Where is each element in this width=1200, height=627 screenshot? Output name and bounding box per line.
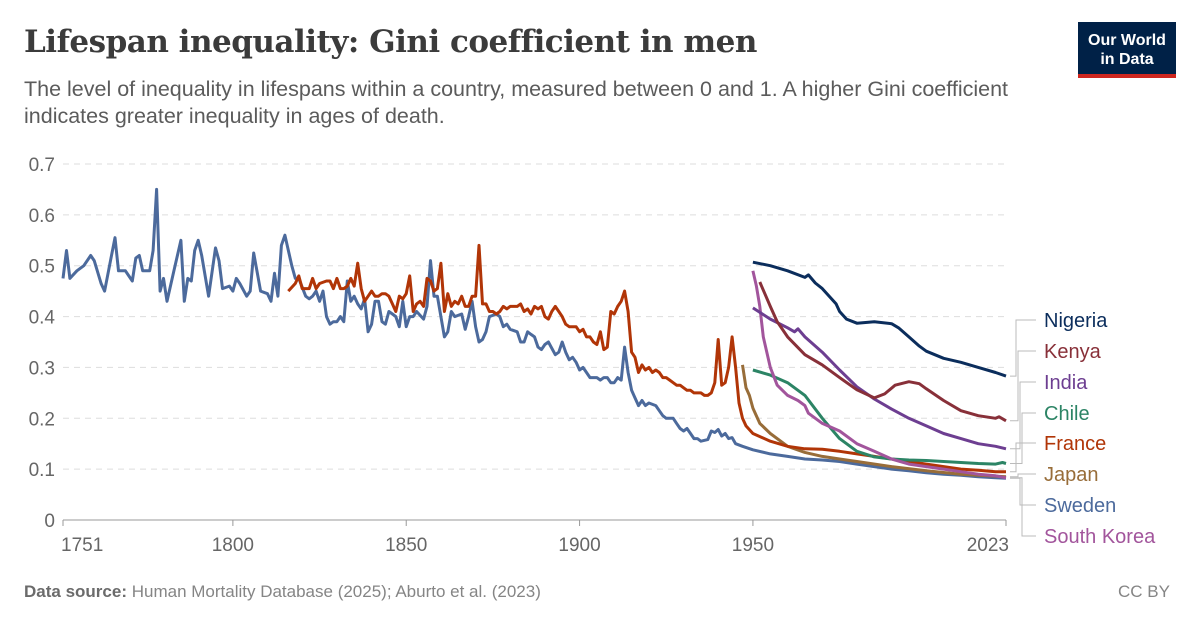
source-label: Data source: (24, 582, 127, 601)
y-tick-label: 0.3 (29, 358, 55, 379)
license-link[interactable]: CC BY (1118, 582, 1170, 601)
x-tick-label: 1751 (61, 535, 103, 556)
legend-label-kenya: Kenya (1044, 341, 1102, 363)
y-tick-label: 0.5 (29, 257, 55, 278)
y-tick-label: 0.1 (29, 460, 55, 481)
x-tick-label: 1900 (558, 535, 600, 556)
chart-subtitle: The level of inequality in lifespans wit… (24, 77, 1009, 128)
series-line-sweden (61, 187, 1007, 480)
x-tick-label: 2023 (967, 535, 1009, 556)
series-line-chile (752, 368, 1007, 466)
legend-label-south-korea: South Korea (1044, 526, 1156, 548)
series-line-japan (741, 364, 1007, 479)
legend-connector (1010, 477, 1036, 537)
legend-connector (1010, 350, 1036, 422)
legend-label-india: India (1044, 372, 1088, 394)
logo-line-2: in Data (1100, 51, 1154, 68)
x-tick-label: 1800 (212, 535, 254, 556)
y-tick-label: 0.7 (29, 155, 55, 176)
logo-line-1: Our World (1088, 32, 1166, 49)
owid-logo[interactable]: Our World in Data (1078, 22, 1176, 78)
series-line-india (752, 306, 1007, 451)
legend-connector (1010, 319, 1036, 377)
legend-connector (1010, 477, 1036, 506)
legend-connector (1010, 381, 1036, 450)
series-line-kenya (758, 281, 1007, 423)
series-line-france (287, 243, 1006, 474)
legend-connector (1010, 442, 1036, 473)
legend-label-sweden: Sweden (1044, 495, 1116, 517)
y-tick-label: 0.2 (29, 409, 55, 430)
data-source: Data source: Human Mortality Database (2… (24, 582, 541, 602)
y-tick-label: 0.6 (29, 206, 55, 227)
legend-label-france: France (1044, 433, 1106, 455)
y-tick-label: 0 (44, 511, 55, 532)
x-tick-label: 1850 (385, 535, 427, 556)
series-line-nigeria (752, 260, 1007, 378)
y-tick-label: 0.4 (29, 308, 56, 329)
legend-label-nigeria: Nigeria (1044, 310, 1108, 332)
legend-label-japan: Japan (1044, 464, 1099, 486)
source-link[interactable]: Human Mortality Database (2025); Aburto … (131, 582, 541, 601)
legend-connector (1010, 473, 1036, 478)
x-tick-label: 1950 (732, 535, 774, 556)
legend-label-chile: Chile (1044, 403, 1090, 425)
chart-title: Lifespan inequality: Gini coefficient in… (24, 24, 757, 60)
series-line-south-korea (751, 270, 1007, 480)
